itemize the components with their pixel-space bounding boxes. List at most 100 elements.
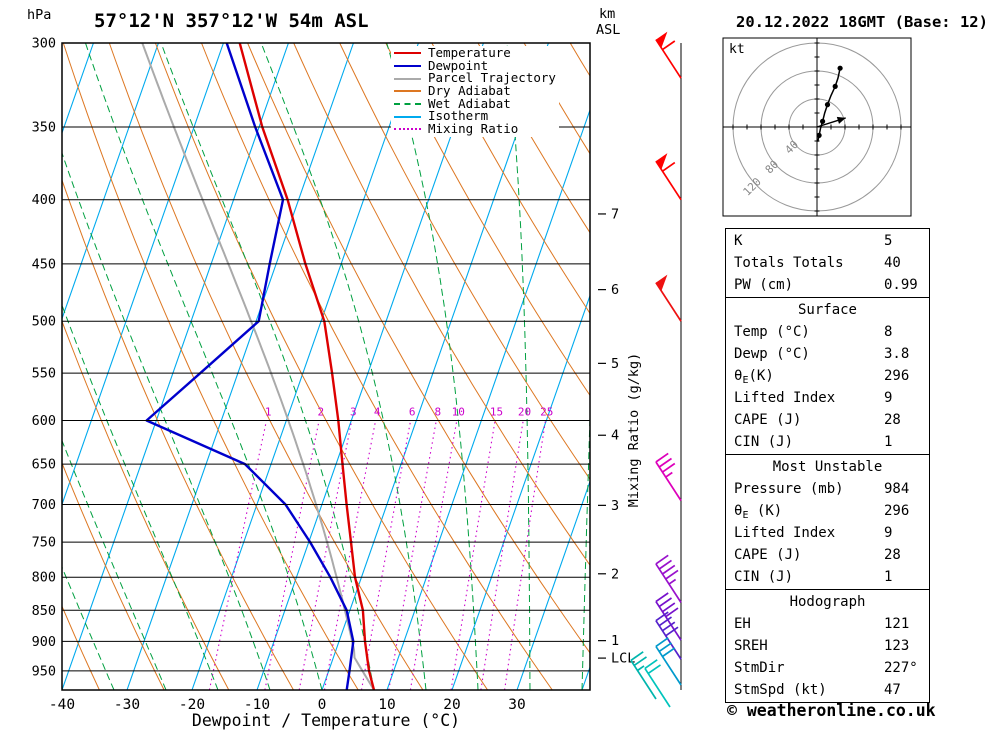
table-row: StmDir 227° [726, 657, 929, 679]
legend-item-label: Wet Adiabat [428, 95, 511, 111]
table-row: θE(K) 296 [726, 365, 929, 387]
table-row: EH 121 [726, 613, 929, 635]
row-value: 1 [884, 434, 893, 450]
mixing-ratio-axis-label: Mixing Ratio (g/kg) [626, 352, 642, 508]
parcel-trace [141, 43, 375, 690]
legend-item-label: Parcel Trajectory [428, 70, 556, 86]
mixing-ratio-value: 6 [409, 405, 416, 418]
table-row: Totals Totals 40 [726, 252, 929, 274]
hodograph-trace-dot [832, 83, 838, 89]
row-label: θE(K) [734, 368, 774, 386]
km-tick-label: 2 [611, 566, 619, 582]
row-label: SREH [734, 638, 768, 654]
pressure-tick-label: 650 [32, 457, 56, 473]
table-row: CIN (J) 1 [726, 566, 929, 588]
pressure-tick-label: 400 [32, 192, 56, 208]
hodograph-trace-dot [837, 65, 843, 71]
pressure-tick-label: 300 [32, 36, 56, 52]
km-tick-label: 7 [611, 206, 619, 222]
legend-item-label: Dry Adiabat [428, 83, 511, 99]
row-value: 28 [884, 412, 901, 428]
temp-tick-label: 30 [508, 697, 525, 713]
temperature-axis-label: Dewpoint / Temperature (°C) [191, 711, 461, 730]
row-value: 296 [884, 503, 910, 519]
mixing-ratio-group [208, 420, 547, 690]
pressure-tick-label: 550 [32, 366, 56, 382]
row-value: 28 [884, 547, 901, 563]
temp-tick-label: -40 [49, 697, 75, 713]
row-label-subscript: E [742, 375, 749, 386]
legend-item-label: Mixing Ratio [428, 121, 519, 137]
wind-barb [655, 452, 682, 502]
pressure-tick-label: 600 [32, 413, 56, 429]
row-label: CIN (J) [734, 434, 794, 450]
row-value: 5 [884, 233, 893, 249]
table-row: SREH 123 [726, 635, 929, 657]
run-datetime-title: 20.12.2022 18GMT (Base: 12) [736, 13, 988, 31]
legend-item-label: Isotherm [428, 108, 489, 124]
pressure-tick-label: 500 [32, 314, 56, 330]
storm-motion-arrowhead [836, 116, 846, 124]
table-row: Lifted Index 9 [726, 522, 929, 544]
table-row: Pressure (mb) 984 [726, 478, 929, 500]
km-tick-label: 3 [611, 498, 619, 514]
temp-tick-label: 20 [443, 697, 460, 713]
copyright: © weatheronline.co.uk [727, 701, 936, 720]
dry-adiabats-group [62, 43, 590, 690]
row-value: 47 [884, 682, 901, 698]
wind-barb [655, 274, 682, 322]
legend-item: Isotherm [394, 110, 556, 123]
legend-line-sample [394, 115, 421, 118]
hodograph-trace-dot [816, 132, 822, 138]
km-tick-label: 4 [611, 428, 619, 444]
mixing-ratio-value: 8 [434, 405, 441, 418]
hodograph-trace [816, 68, 841, 142]
mixing-ratio-value: 10 [452, 405, 465, 418]
wind-barb [630, 651, 657, 700]
temp-tick-label: -30 [114, 697, 140, 713]
row-label: Dewp (°C) [734, 346, 810, 362]
legend-line-sample [394, 103, 421, 106]
row-label: K [734, 233, 743, 249]
mixing-ratio-value: 1 [265, 405, 272, 418]
row-label: StmSpd (kt) [734, 682, 827, 698]
hodograph-ring-label: 40 [782, 138, 801, 157]
row-value: 40 [884, 255, 901, 271]
pressure-tick-label: 950 [32, 663, 56, 679]
row-label: PW (cm) [734, 277, 794, 293]
hodograph-ring-label: 120 [741, 175, 764, 198]
legend-item: Dry Adiabat [394, 83, 556, 99]
mixing-ratio-value: 20 [518, 405, 531, 418]
hodograph-unit-label: kt [729, 42, 745, 57]
wind-barb [655, 31, 682, 79]
hodograph-trace-dot [824, 102, 831, 108]
legend-line-sample [394, 77, 421, 80]
legend-line-sample [394, 90, 421, 93]
row-label: CIN (J) [734, 569, 794, 585]
altitude-axis-unit-asl: ASL [596, 22, 621, 38]
row-value: 9 [884, 525, 893, 541]
table-row: CAPE (J) 28 [726, 409, 929, 431]
row-label: EH [734, 616, 751, 632]
row-label: CAPE (J) [734, 412, 802, 428]
mixing-ratio-value: 15 [490, 405, 503, 418]
legend-item-label: Temperature [428, 45, 511, 60]
row-label: Temp (°C) [734, 324, 810, 340]
wind-barb [655, 153, 682, 201]
lcl-label: LCL [611, 651, 635, 667]
table-row: Temp (°C) 8 [726, 321, 929, 343]
isotherms-group [62, 43, 590, 690]
row-label: θE (K) [734, 503, 783, 521]
row-value: 0.99 [884, 277, 918, 293]
table-section-title: Most Unstable [772, 459, 883, 475]
mixing-ratio-value: 4 [374, 405, 381, 418]
mixing-ratio-value: 25 [540, 405, 553, 418]
row-label: StmDir [734, 660, 785, 676]
pressure-tick-label: 350 [32, 119, 56, 135]
pressure-tick-label: 450 [32, 256, 56, 272]
table-row: CIN (J) 1 [726, 431, 929, 453]
table-row: PW (cm) 0.99 [726, 274, 929, 296]
wind-barb [655, 592, 682, 641]
